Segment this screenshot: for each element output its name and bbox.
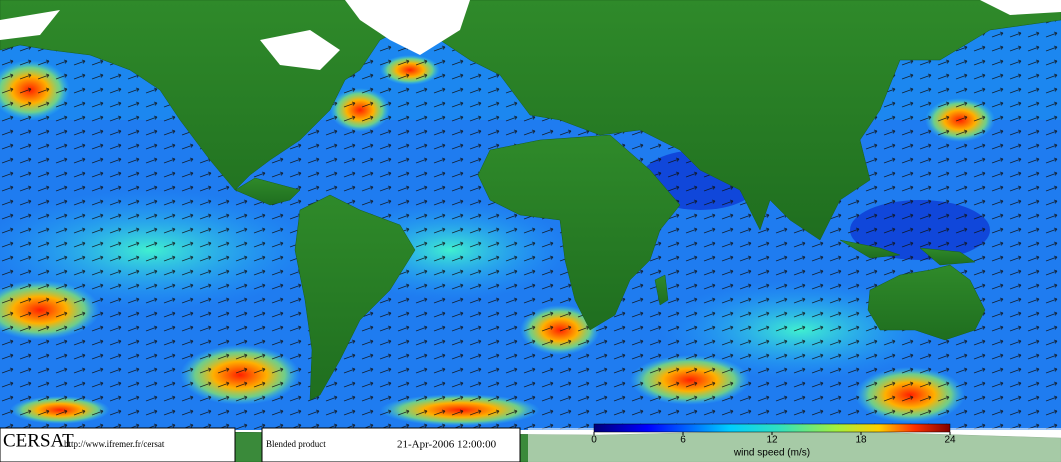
product: Blended product — [266, 439, 326, 449]
product-box — [261, 427, 521, 462]
ice — [0, 0, 1061, 70]
colorbar — [593, 423, 951, 433]
colorbar-tick-label: 6 — [680, 435, 686, 446]
colorbar-tick-label: 18 — [855, 435, 867, 446]
colorbar-panel — [528, 428, 1061, 462]
logo-box — [0, 427, 236, 462]
colorbar-label: wind speed (m/s) — [733, 448, 810, 459]
footer: CERSAT http://www.ifremer.fr/cersat Blen… — [0, 427, 1061, 462]
date: 21-Apr-2006 12:00:00 — [397, 439, 497, 451]
colorbar-tick-label: 0 — [591, 435, 597, 446]
colorbar-tick-label: 24 — [944, 435, 956, 446]
url: http://www.ifremer.fr/cersat — [64, 439, 165, 449]
logo: CERSAT — [3, 430, 74, 451]
colorbar-tick-label: 12 — [766, 435, 778, 446]
